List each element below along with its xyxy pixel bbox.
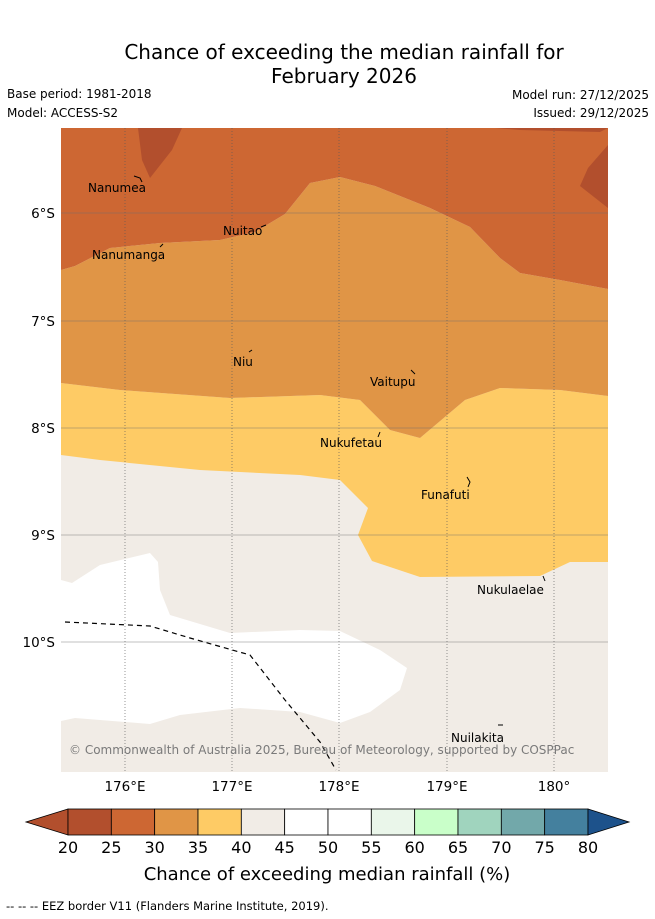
colorbar-cell-70-75 [500,808,546,836]
model-name: Model: ACCESS-S2 [7,106,119,120]
colorbar-tick-labels: 20 25 30 35 40 45 50 55 60 65 70 75 80 [58,838,598,857]
issued-date: Issued: 29/12/2025 [533,106,649,120]
place-label-nuitao: Nuitao [223,224,262,238]
colorbar-cell-75-80 [544,808,589,836]
model-run: Model run: 27/12/2025 [511,88,649,102]
place-label-nukufetau: Nukufetau [320,436,382,450]
colorbar-tick-55: 55 [361,838,381,857]
colorbar-cell-25-30 [110,808,156,836]
colorbar-tick-30: 30 [144,838,164,857]
colorbar-tick-35: 35 [188,838,208,857]
region-30-35 [61,177,608,438]
colorbar-cell-20-25 [67,808,112,836]
colorbar-tick-80: 80 [578,838,598,857]
region-35-40 [61,383,608,577]
colorbar-cell-55-60 [370,808,416,836]
lon-label-179e: 179°E [426,779,467,795]
base-period: Base period: 1981-2018 [7,87,152,101]
colorbar-high-extension [587,808,631,836]
graticule [61,128,608,772]
rainfall-map: Nanumea Nuitao Nanumanga Niu Vaitupu Nuk… [23,128,631,885]
island-outlines [133,175,546,726]
colorbar-tick-40: 40 [231,838,251,857]
colorbar-title: Chance of exceeding median rainfall (%) [144,864,511,885]
region-20-25-west [138,128,182,178]
lon-label-180: 180° [538,779,571,795]
colorbar-cells [67,808,589,836]
map-fill-regions [61,128,608,772]
colorbar-tick-60: 60 [404,838,424,857]
lat-label-7s: 7°S [31,314,55,330]
lon-label-178e: 178°E [318,779,359,795]
eez-border [64,621,337,771]
colorbar-tick-25: 25 [101,838,121,857]
colorbar-cell-40-45 [240,808,286,836]
lat-label-6s: 6°S [31,206,55,222]
colorbar-cell-35-40 [197,808,242,836]
copyright-notice: © Commonwealth of Australia 2025, Bureau… [69,743,574,757]
place-label-nanumanga: Nanumanga [92,248,165,262]
longitude-labels: 176°E 177°E 178°E 179°E 180° [104,779,570,795]
place-label-nuilakita: Nuilakita [451,731,504,745]
region-25-30 [61,128,608,289]
colorbar-tick-20: 20 [58,838,78,857]
lon-label-177e: 177°E [211,779,252,795]
lat-label-9s: 9°S [31,528,55,544]
place-label-niu: Niu [233,355,253,369]
colorbar-cell-30-35 [154,808,199,836]
colorbar-cell-65-70 [457,808,502,836]
latitude-labels: 6°S 7°S 8°S 9°S 10°S [23,206,56,651]
colorbar: 20 25 30 35 40 45 50 55 60 65 70 75 80 Chance of exc… [24,808,631,885]
colorbar-tick-75: 75 [534,838,554,857]
colorbar-tick-50: 50 [318,838,338,857]
colorbar-low-extension [24,808,69,836]
colorbar-cell-45-50 [284,808,329,836]
colorbar-tick-65: 65 [448,838,468,857]
map-title: Chance of exceeding the median rainfall … [124,40,564,88]
place-label-funafuti: Funafuti [421,488,470,502]
place-label-nanumea: Nanumea [88,181,146,195]
region-45-55 [61,553,407,724]
place-label-vaitupu: Vaitupu [370,375,416,389]
eez-footnote: -- -- -- EEZ border V11 (Flanders Marine… [6,899,329,913]
lat-label-10s: 10°S [23,635,56,651]
colorbar-cell-50-55 [327,808,372,836]
place-label-nukulaelae: Nukulaelae [477,583,544,597]
lat-label-8s: 8°S [31,421,55,437]
place-labels: Nanumea Nuitao Nanumanga Niu Vaitupu Nuk… [88,181,544,745]
colorbar-tick-70: 70 [491,838,511,857]
colorbar-cell-60-65 [414,808,459,836]
colorbar-tick-45: 45 [274,838,294,857]
lon-label-176e: 176°E [104,779,145,795]
